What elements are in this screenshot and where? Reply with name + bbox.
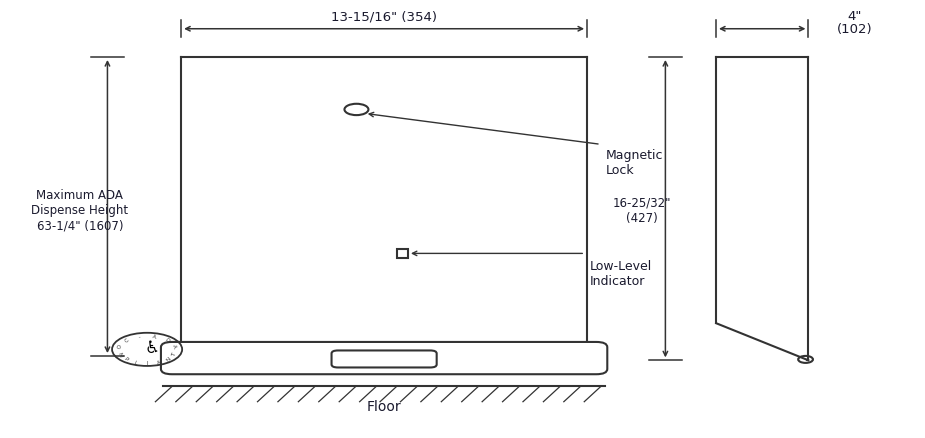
Text: Magnetic
Lock: Magnetic Lock [606,148,663,177]
Text: N: N [166,356,172,362]
Text: T: T [171,351,178,356]
Text: 13-15/16" (354): 13-15/16" (354) [331,10,438,23]
Text: -: - [139,334,142,339]
Text: P: P [123,356,129,361]
FancyBboxPatch shape [331,351,437,367]
Text: Low-Level
Indicator: Low-Level Indicator [590,259,652,287]
Text: A: A [152,334,156,339]
Text: I: I [146,360,148,366]
Text: A: A [156,359,162,365]
Text: O: O [117,343,123,348]
Text: M: M [117,351,123,357]
Text: A: A [171,343,178,348]
FancyBboxPatch shape [161,342,608,374]
Text: D: D [164,336,170,343]
Text: 4": 4" [847,10,861,23]
Text: (102): (102) [836,23,872,36]
Text: Maximum ADA
Dispense Height
63-1/4" (1607): Maximum ADA Dispense Height 63-1/4" (160… [31,189,129,232]
Text: 16-25/32"
(427): 16-25/32" (427) [613,196,672,224]
Text: C: C [124,336,130,343]
Text: L: L [133,359,138,365]
Text: ♿: ♿ [144,339,159,357]
Text: Floor: Floor [367,399,401,413]
Bar [397,249,408,258]
